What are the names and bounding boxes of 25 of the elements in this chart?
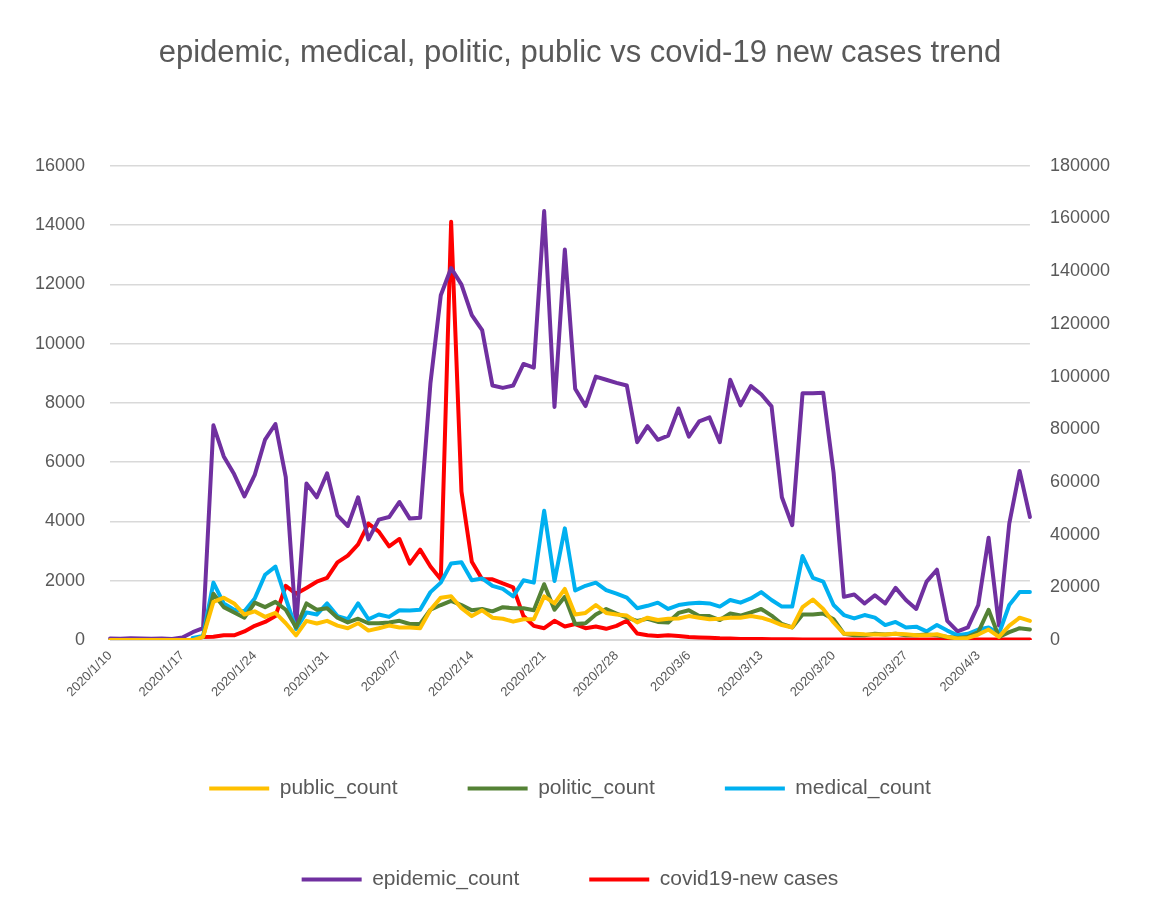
y2-tick-label: 160000	[1049, 207, 1111, 228]
y2-tick-label: 100000	[1049, 365, 1111, 386]
y-tick-label: 10000	[34, 332, 86, 353]
y2-tick-label: 60000	[1049, 470, 1100, 491]
legend-label: medical_count	[795, 775, 931, 800]
y-tick-label: 8000	[45, 391, 86, 412]
y2-tick-label: 180000	[1049, 154, 1111, 175]
y2-tick-label: 20000	[1049, 576, 1100, 597]
y-tick-label: 14000	[34, 214, 86, 235]
y2-tick-label: 140000	[1049, 260, 1111, 281]
legend-label: epidemic_count	[372, 866, 520, 891]
legend-label: public_count	[279, 775, 398, 800]
y-tick-label: 0	[75, 629, 86, 650]
legend-label: covid19-new cases	[659, 866, 839, 890]
legend-label: politic_count	[538, 775, 656, 800]
y-tick-label: 2000	[45, 569, 86, 590]
chart-title: epidemic, medical, politic, public vs covid-19 new cases trend	[157, 33, 1003, 71]
y-tick-label: 12000	[34, 273, 86, 294]
y2-tick-label: 0	[1049, 629, 1060, 650]
y-tick-label: 6000	[45, 451, 86, 472]
y-tick-label: 4000	[45, 510, 86, 531]
y2-tick-label: 80000	[1049, 418, 1100, 439]
y-tick-label: 16000	[34, 154, 86, 175]
y2-tick-label: 40000	[1049, 523, 1100, 544]
y2-tick-label: 120000	[1049, 312, 1111, 333]
